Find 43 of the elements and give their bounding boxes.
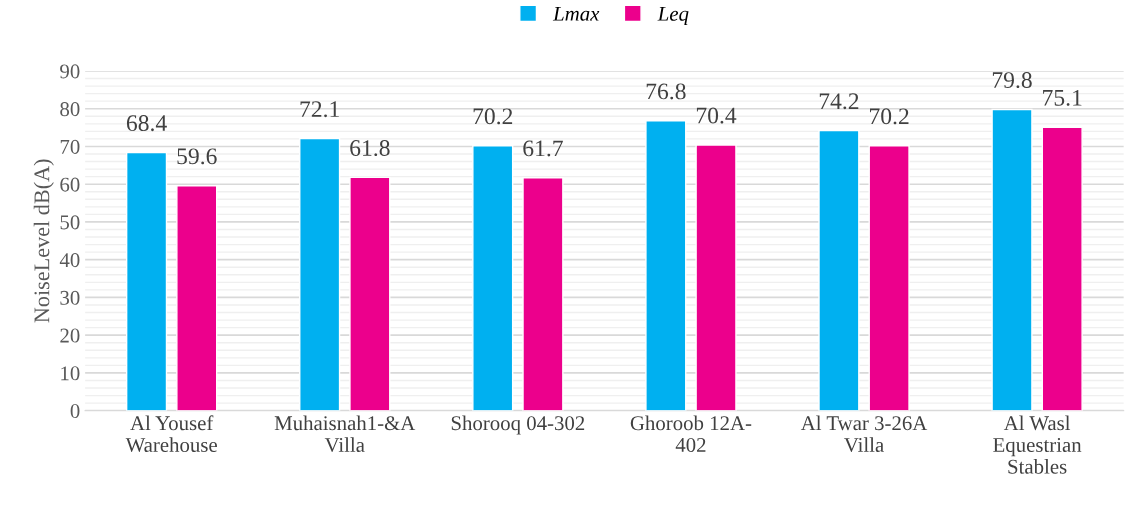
- x-tick-label: Shorooq 04-302: [451, 415, 585, 435]
- data-label: 68.4: [126, 115, 167, 132]
- x-tick-label: Al Twar 3-26A Villa: [800, 415, 928, 453]
- data-label: 59.6: [177, 148, 217, 165]
- y-tick-label: 0: [70, 404, 80, 419]
- x-tick-label: Al Yousef Warehouse: [125, 415, 217, 453]
- data-label: 79.8: [992, 72, 1032, 89]
- data-label: 74.2: [819, 93, 859, 110]
- y-tick-label: 30: [60, 290, 80, 305]
- data-label: 72.1: [300, 101, 339, 118]
- bar: [818, 129, 860, 411]
- legend-label: Leq: [657, 6, 689, 26]
- bar: [695, 144, 737, 411]
- data-label: 75.1: [1043, 89, 1082, 106]
- y-tick-label: 60: [60, 177, 80, 192]
- y-tick-label: 50: [60, 215, 80, 230]
- bar: [125, 151, 168, 411]
- data-label: 70.2: [473, 108, 513, 125]
- bar: [1041, 126, 1083, 411]
- y-tick-label: 40: [59, 253, 80, 268]
- y-tick-label: 20: [60, 328, 80, 343]
- legend-label: Lmax: [552, 6, 600, 21]
- bar: [645, 120, 687, 411]
- data-label: 76.8: [646, 83, 686, 100]
- bar: [868, 145, 910, 411]
- y-tick-label: 80: [60, 102, 80, 117]
- data-label: 70.4: [696, 107, 737, 124]
- x-tick-label: Al Wasl Equestrian Stables: [993, 415, 1082, 474]
- y-tick-label: 70: [60, 139, 80, 154]
- data-label: 70.2: [870, 108, 909, 125]
- y-tick-label: 10: [61, 366, 80, 381]
- bar: [349, 176, 391, 411]
- data-label: 61.7: [523, 140, 563, 157]
- bar: [991, 108, 1033, 411]
- bar: [299, 137, 341, 411]
- bar: [522, 177, 564, 411]
- x-tick-label: Ghoroob 12A- 402: [630, 415, 752, 452]
- y-tick-label: 90: [60, 64, 80, 79]
- y-axis-title: NoiseLevel dB(A): [33, 159, 54, 323]
- bar: [472, 145, 514, 411]
- x-tick-label: Muhaisnah1-&A Villa: [274, 415, 416, 453]
- bar: [176, 185, 218, 411]
- data-label: 61.8: [350, 140, 390, 157]
